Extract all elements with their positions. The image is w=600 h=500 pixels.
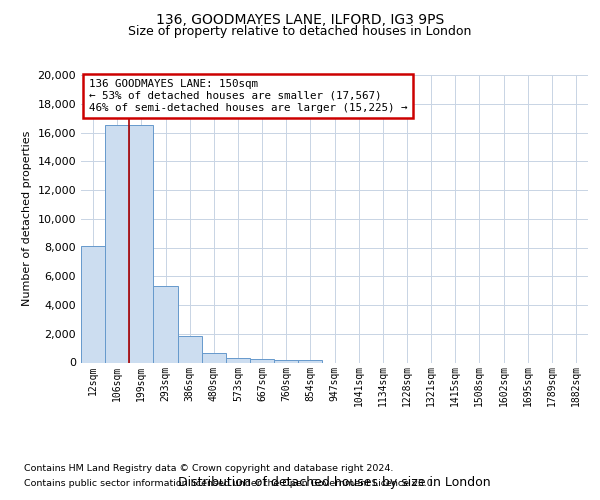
Bar bbox=[178, 336, 202, 362]
Text: Contains HM Land Registry data © Crown copyright and database right 2024.: Contains HM Land Registry data © Crown c… bbox=[24, 464, 394, 473]
Bar bbox=[226, 358, 250, 362]
Bar bbox=[154, 286, 178, 362]
Text: 136, GOODMAYES LANE, ILFORD, IG3 9PS: 136, GOODMAYES LANE, ILFORD, IG3 9PS bbox=[156, 12, 444, 26]
Y-axis label: Number of detached properties: Number of detached properties bbox=[22, 131, 32, 306]
Bar bbox=[298, 360, 322, 362]
Bar bbox=[81, 246, 105, 362]
Text: Contains public sector information licensed under the Open Government Licence v3: Contains public sector information licen… bbox=[24, 478, 436, 488]
X-axis label: Distribution of detached houses by size in London: Distribution of detached houses by size … bbox=[178, 476, 491, 489]
Bar bbox=[274, 360, 298, 362]
Text: 136 GOODMAYES LANE: 150sqm
← 53% of detached houses are smaller (17,567)
46% of : 136 GOODMAYES LANE: 150sqm ← 53% of deta… bbox=[89, 80, 407, 112]
Bar bbox=[129, 126, 154, 362]
Bar bbox=[202, 352, 226, 362]
Bar bbox=[250, 360, 274, 362]
Bar bbox=[105, 126, 129, 362]
Text: Size of property relative to detached houses in London: Size of property relative to detached ho… bbox=[128, 25, 472, 38]
